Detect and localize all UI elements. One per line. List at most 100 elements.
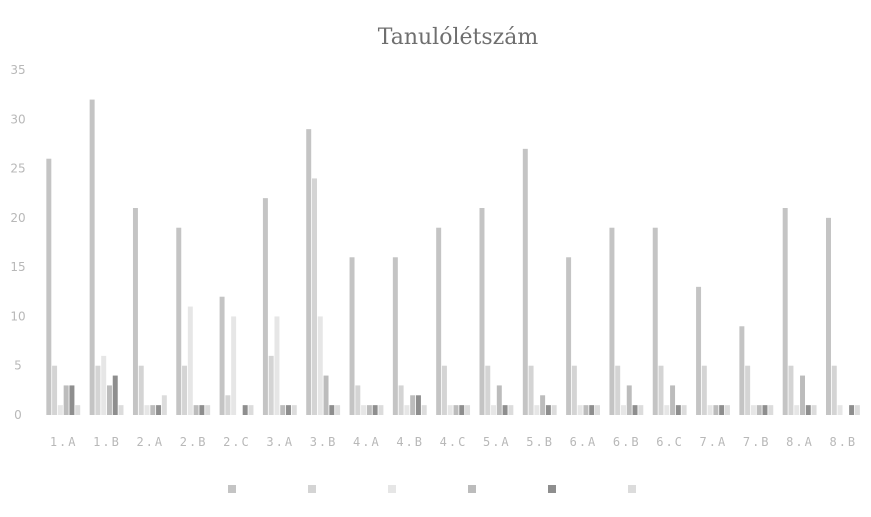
- x-tick-label: 8.A: [786, 435, 814, 449]
- bar: [286, 405, 291, 415]
- bar: [496, 385, 502, 415]
- bar: [75, 405, 81, 415]
- legend: [228, 485, 636, 493]
- bar: [508, 405, 514, 415]
- bar: [447, 405, 453, 415]
- bar: [615, 365, 621, 415]
- bar: [118, 405, 124, 415]
- x-tick-label: 5.A: [483, 435, 511, 449]
- bar: [589, 405, 595, 415]
- bar: [479, 208, 485, 415]
- bar: [132, 208, 138, 415]
- bar: [551, 405, 557, 415]
- bar: [317, 316, 323, 415]
- bar: [502, 405, 508, 415]
- bar: [831, 365, 837, 415]
- bar: [349, 257, 355, 415]
- y-tick-label: 35: [10, 63, 25, 77]
- bar: [329, 405, 335, 415]
- bar: [805, 405, 811, 415]
- bar: [378, 405, 384, 415]
- bar: [205, 405, 211, 415]
- bar: [95, 365, 101, 415]
- bar: [459, 405, 465, 415]
- bar: [794, 405, 800, 415]
- bar: [745, 365, 751, 415]
- y-axis: 0 5 10 15 20 25 30 35: [10, 63, 25, 422]
- x-tick-label: 1.A: [50, 435, 78, 449]
- legend-swatch: [308, 485, 316, 493]
- bar: [69, 385, 75, 415]
- bar: [361, 405, 367, 415]
- bar: [144, 405, 150, 415]
- bar: [675, 405, 681, 415]
- x-tick-label: 2.B: [180, 435, 208, 449]
- bar: [658, 365, 664, 415]
- bar: [280, 405, 286, 415]
- x-axis: 1.A 1.B 2.A 2.B 2.C 3.A 3.B 4.A 4.B 4.C 5.A 5.B 6.A 6…: [50, 435, 857, 449]
- bar: [421, 405, 427, 415]
- x-tick-label: 2.A: [136, 435, 164, 449]
- bar: [101, 355, 107, 415]
- x-tick-label: 4.C: [440, 435, 468, 449]
- bar: [826, 217, 831, 415]
- x-tick-label: 6.C: [656, 435, 684, 449]
- bar: [372, 405, 378, 415]
- bar: [306, 129, 312, 415]
- bar: [491, 405, 497, 415]
- y-tick-label: 20: [10, 211, 25, 225]
- bar: [176, 227, 182, 415]
- bar: [219, 296, 225, 415]
- bar: [410, 395, 416, 415]
- bar: [534, 405, 540, 415]
- bar: [782, 208, 788, 415]
- bar: [262, 198, 268, 415]
- bar: [89, 99, 95, 416]
- bar: [248, 405, 254, 415]
- bar: [392, 257, 398, 415]
- x-tick-label: 7.B: [743, 435, 771, 449]
- bar: [46, 158, 52, 415]
- bar: [540, 395, 546, 415]
- bar: [63, 385, 69, 415]
- y-tick-label: 10: [10, 309, 25, 323]
- bars-group: [46, 99, 860, 416]
- bar: [609, 227, 615, 415]
- bar: [739, 326, 745, 415]
- chart-title: Tanulólétszám: [378, 25, 539, 50]
- bar: [182, 365, 188, 415]
- bar: [398, 385, 404, 415]
- bar: [453, 405, 459, 415]
- legend-swatch: [388, 485, 396, 493]
- bar: [193, 405, 199, 415]
- x-tick-label: 8.B: [829, 435, 857, 449]
- bar: [156, 405, 162, 415]
- bar: [335, 405, 341, 415]
- bar: [355, 385, 361, 415]
- legend-swatch: [548, 485, 556, 493]
- bar: [577, 405, 583, 415]
- bar: [465, 405, 471, 415]
- y-tick-label: 0: [14, 408, 22, 422]
- bar: [713, 405, 719, 415]
- bar: [768, 405, 774, 415]
- x-tick-label: 2.C: [223, 435, 251, 449]
- bar: [620, 405, 626, 415]
- bar: [750, 405, 756, 415]
- x-tick-label: 6.A: [570, 435, 598, 449]
- bar: [112, 375, 118, 415]
- bar: [52, 365, 58, 415]
- x-tick-label: 4.B: [396, 435, 424, 449]
- bar: [225, 395, 231, 415]
- y-tick-label: 30: [10, 112, 25, 126]
- y-tick-label: 15: [10, 260, 25, 274]
- legend-swatch: [468, 485, 476, 493]
- bar: [571, 365, 577, 415]
- bar: [291, 405, 297, 415]
- bar: [652, 227, 658, 415]
- bar: [762, 405, 768, 415]
- bar: [242, 405, 248, 415]
- bar: [441, 365, 447, 415]
